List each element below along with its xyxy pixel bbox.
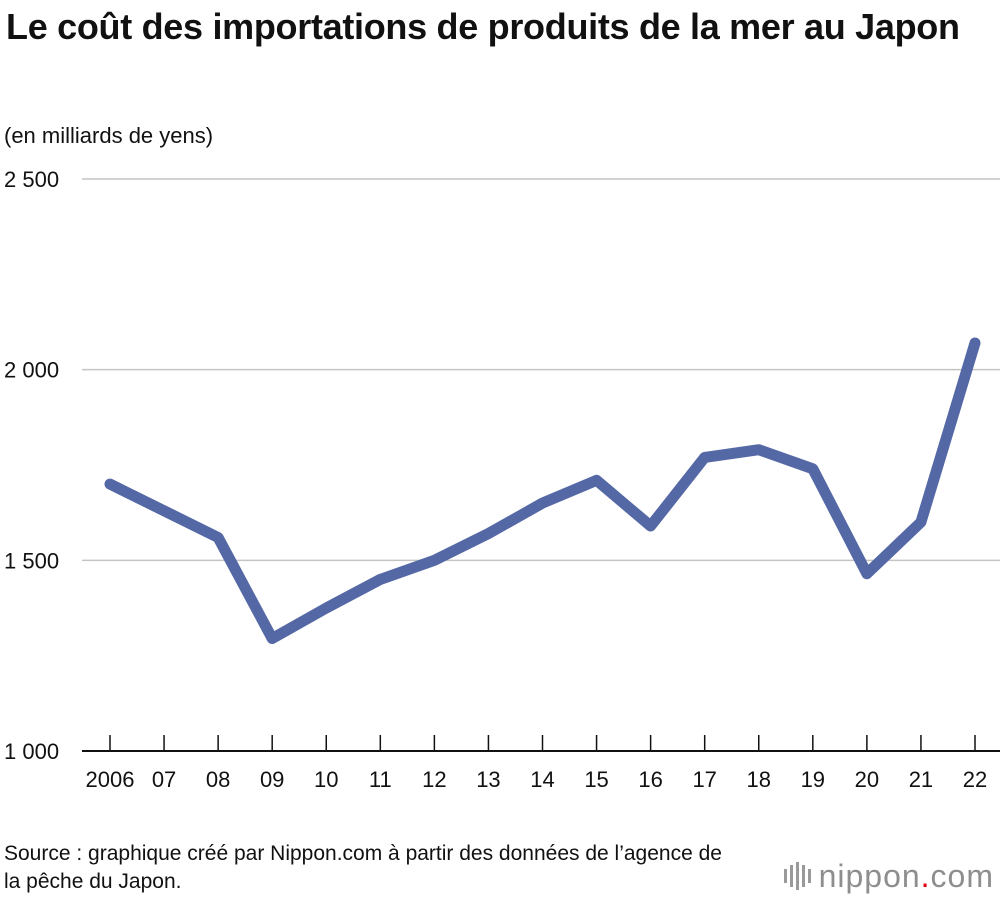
series-line [104, 337, 981, 644]
data-point [758, 449, 759, 450]
nippon-logo: nippon.com [783, 858, 994, 894]
x-tick-label: 16 [638, 767, 662, 792]
x-tick-label: 09 [260, 767, 284, 792]
x-tick-label: 13 [476, 767, 500, 792]
x-tick-label: 12 [422, 767, 446, 792]
logo-brand: nippon [818, 858, 921, 894]
data-point [272, 638, 273, 639]
x-tick-label: 14 [530, 767, 554, 792]
nippon-logo-bars-icon [783, 861, 811, 891]
data-point [542, 503, 543, 504]
data-point [704, 457, 705, 458]
data-point [812, 468, 813, 469]
data-point [326, 608, 327, 609]
x-tick-label: 21 [909, 767, 933, 792]
data-point [380, 579, 381, 580]
x-tick-label: 10 [314, 767, 338, 792]
x-tick-label: 17 [692, 767, 716, 792]
y-tick-label: 1 500 [4, 548, 59, 573]
data-point [164, 510, 165, 511]
data-point [488, 533, 489, 534]
x-tick-label: 19 [801, 767, 825, 792]
x-tick-label: 15 [584, 767, 608, 792]
data-point [920, 522, 921, 523]
y-tick-label: 2 500 [4, 167, 59, 192]
y-tick-label: 1 000 [4, 739, 59, 764]
data-point [110, 484, 111, 485]
data-point [218, 537, 219, 538]
x-tick-label: 07 [152, 767, 176, 792]
data-point [434, 560, 435, 561]
logo-suffix: com [930, 858, 994, 894]
x-tick-label: 20 [855, 767, 879, 792]
x-tick-label: 08 [206, 767, 230, 792]
x-tick-label: 2006 [86, 767, 135, 792]
logo-dot: . [920, 858, 931, 894]
x-tick-label: 11 [369, 767, 392, 792]
data-point [975, 342, 976, 343]
data-point [596, 480, 597, 481]
unit-label: (en milliards de yens) [4, 123, 214, 148]
data-point [650, 526, 651, 527]
x-tick-label: 22 [963, 767, 987, 792]
logo-text: nippon.com [819, 858, 994, 894]
chart-title: Le coût des importations de produits de … [6, 6, 960, 47]
x-tick-label: 18 [747, 767, 771, 792]
source-note: Source : graphique créé par Nippon.com à… [4, 842, 722, 893]
data-point [866, 573, 867, 574]
y-tick-label: 2 000 [4, 358, 59, 383]
